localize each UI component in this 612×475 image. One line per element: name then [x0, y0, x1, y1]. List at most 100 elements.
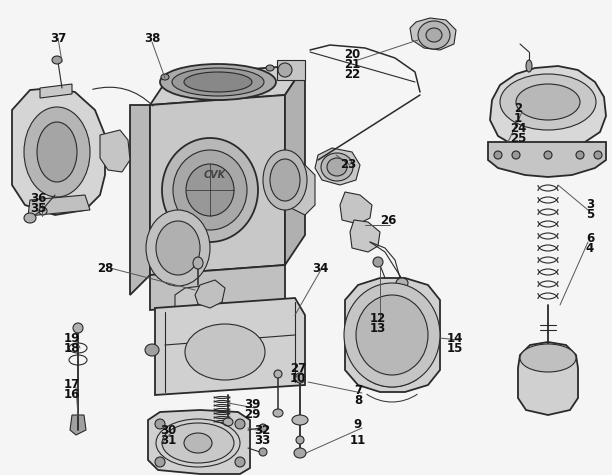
Polygon shape: [155, 298, 305, 395]
Text: 4: 4: [586, 241, 594, 255]
Text: 32: 32: [254, 424, 270, 437]
Text: 31: 31: [160, 434, 176, 446]
Ellipse shape: [39, 207, 47, 215]
Text: 35: 35: [30, 201, 46, 215]
Polygon shape: [340, 192, 372, 224]
Text: 33: 33: [254, 434, 270, 446]
Text: 15: 15: [447, 342, 463, 354]
Polygon shape: [150, 95, 285, 275]
Ellipse shape: [185, 324, 265, 380]
Ellipse shape: [520, 344, 576, 372]
Ellipse shape: [155, 457, 165, 467]
Polygon shape: [28, 195, 90, 216]
Polygon shape: [315, 148, 360, 185]
Text: 21: 21: [344, 58, 360, 72]
Polygon shape: [350, 220, 380, 252]
Text: 8: 8: [354, 393, 362, 407]
Text: 23: 23: [340, 159, 356, 171]
Polygon shape: [488, 142, 606, 177]
Ellipse shape: [292, 415, 308, 425]
Text: 27: 27: [290, 361, 306, 374]
Ellipse shape: [426, 28, 442, 42]
Ellipse shape: [184, 433, 212, 453]
Text: 19: 19: [64, 332, 80, 344]
Ellipse shape: [576, 151, 584, 159]
Text: 17: 17: [64, 379, 80, 391]
Ellipse shape: [263, 150, 307, 210]
Ellipse shape: [373, 257, 383, 267]
Ellipse shape: [235, 419, 245, 429]
Text: 5: 5: [586, 209, 594, 221]
Ellipse shape: [266, 65, 274, 71]
Polygon shape: [175, 285, 222, 325]
Text: 13: 13: [370, 322, 386, 334]
Text: 6: 6: [586, 231, 594, 245]
Bar: [277, 60, 305, 80]
Text: 28: 28: [97, 262, 113, 275]
Ellipse shape: [223, 418, 233, 426]
Ellipse shape: [52, 56, 62, 64]
Polygon shape: [285, 65, 305, 265]
Text: 3: 3: [586, 199, 594, 211]
Ellipse shape: [594, 151, 602, 159]
Ellipse shape: [145, 344, 159, 356]
Ellipse shape: [526, 60, 532, 72]
Ellipse shape: [259, 424, 267, 432]
Text: 34: 34: [312, 262, 328, 275]
Ellipse shape: [327, 158, 347, 176]
Text: 24: 24: [510, 122, 526, 134]
Text: 39: 39: [244, 399, 260, 411]
Ellipse shape: [186, 164, 234, 216]
Ellipse shape: [344, 283, 440, 387]
Polygon shape: [150, 65, 305, 105]
Ellipse shape: [155, 419, 165, 429]
Ellipse shape: [161, 74, 169, 80]
Ellipse shape: [270, 159, 300, 201]
Ellipse shape: [273, 409, 283, 417]
Ellipse shape: [146, 210, 210, 286]
Ellipse shape: [73, 323, 83, 333]
Text: 10: 10: [290, 371, 306, 384]
Ellipse shape: [37, 122, 77, 182]
Text: 9: 9: [354, 418, 362, 431]
Text: CVK: CVK: [204, 170, 226, 180]
Ellipse shape: [259, 448, 267, 456]
Ellipse shape: [24, 213, 36, 223]
Text: 14: 14: [447, 332, 463, 344]
Ellipse shape: [295, 373, 305, 383]
Ellipse shape: [235, 457, 245, 467]
Ellipse shape: [184, 72, 252, 92]
Text: 37: 37: [50, 31, 66, 45]
Text: 1: 1: [514, 112, 522, 124]
Text: 30: 30: [160, 424, 176, 437]
Ellipse shape: [162, 423, 234, 463]
Text: 18: 18: [64, 342, 80, 354]
Polygon shape: [195, 280, 225, 308]
Text: 12: 12: [370, 312, 386, 324]
Polygon shape: [12, 88, 105, 215]
Polygon shape: [543, 355, 553, 370]
Ellipse shape: [274, 370, 282, 378]
Ellipse shape: [24, 107, 90, 197]
Ellipse shape: [172, 68, 264, 96]
Text: 26: 26: [380, 213, 396, 227]
Polygon shape: [490, 66, 606, 150]
Polygon shape: [130, 105, 150, 295]
Ellipse shape: [173, 150, 247, 230]
Ellipse shape: [294, 448, 306, 458]
Ellipse shape: [418, 21, 450, 49]
Polygon shape: [148, 410, 250, 474]
Ellipse shape: [321, 153, 353, 181]
Ellipse shape: [160, 64, 276, 100]
Ellipse shape: [494, 151, 502, 159]
Ellipse shape: [356, 295, 428, 375]
Polygon shape: [410, 18, 456, 50]
Text: 29: 29: [244, 408, 260, 421]
Text: 22: 22: [344, 68, 360, 82]
Polygon shape: [70, 415, 86, 435]
Polygon shape: [100, 130, 130, 172]
Text: 11: 11: [350, 434, 366, 446]
Polygon shape: [150, 265, 285, 310]
Ellipse shape: [396, 278, 408, 288]
Text: 7: 7: [354, 383, 362, 397]
